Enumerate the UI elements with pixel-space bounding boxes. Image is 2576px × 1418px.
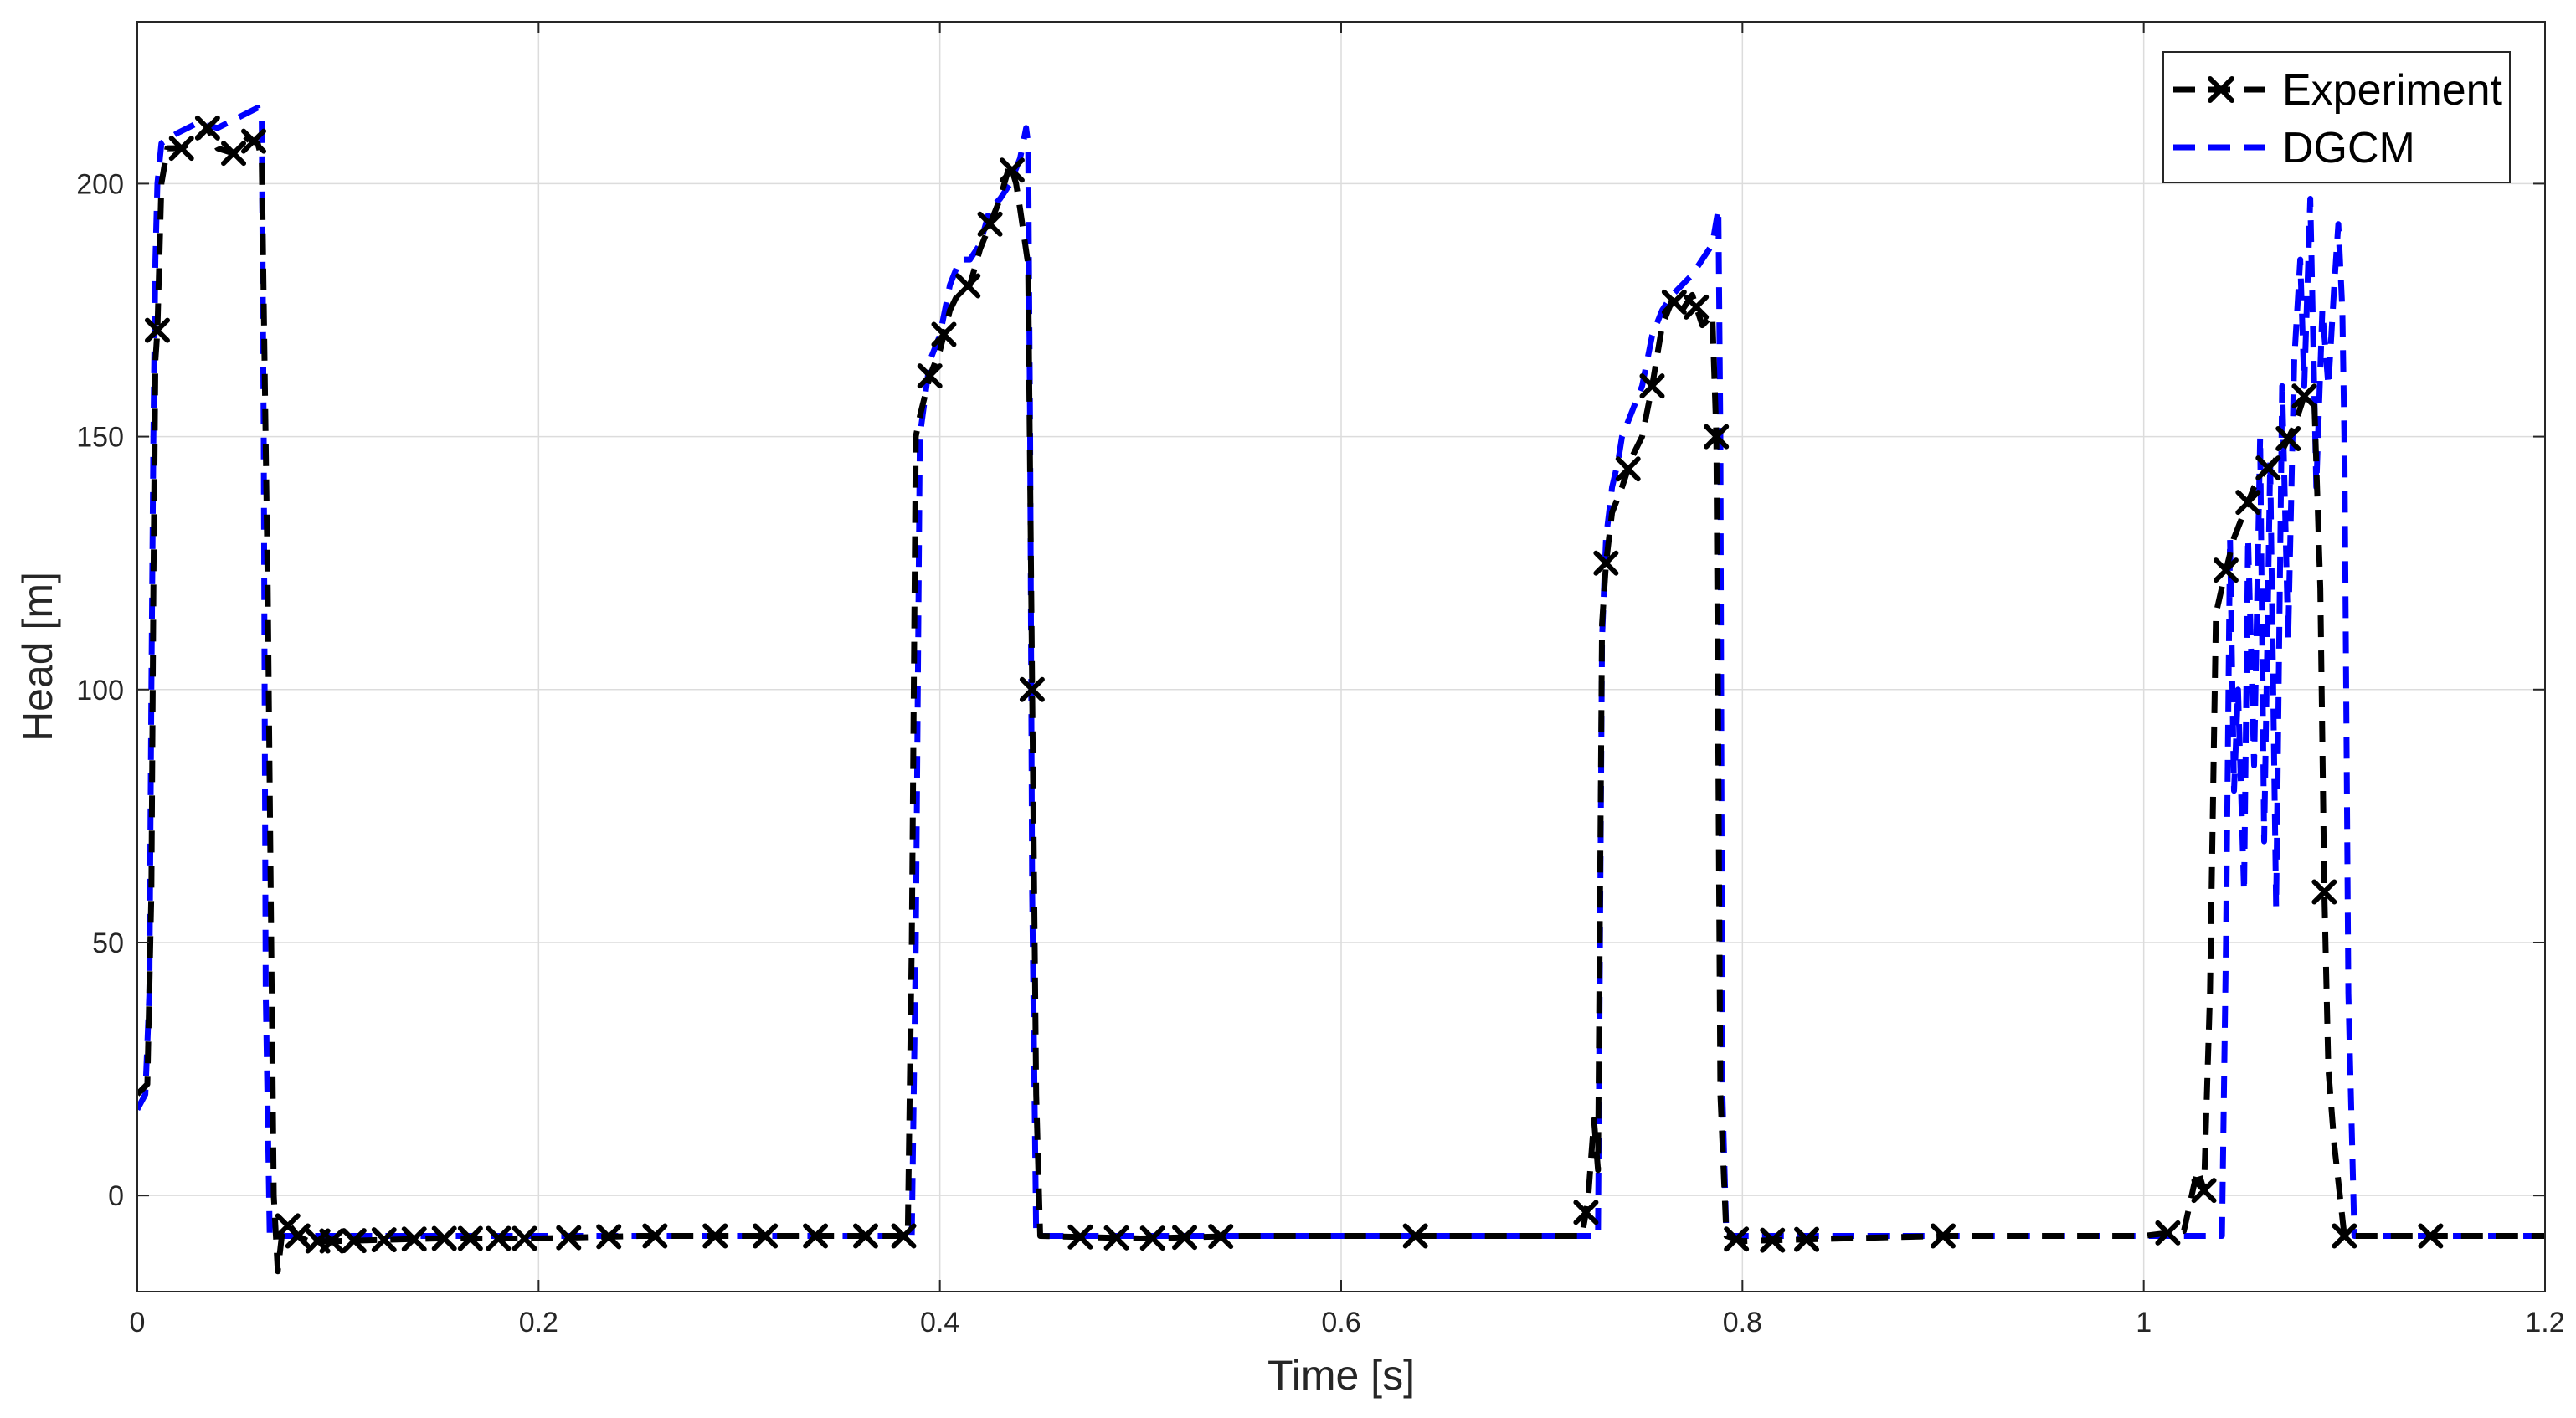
legend: Experiment DGCM [2162, 51, 2511, 183]
experiment-marker [1139, 1225, 1165, 1251]
ticks: 0 0.2 0.4 0.6 0.8 1 1.2 0 50 100 150 200 [76, 22, 2565, 1338]
experiment-marker [1208, 1224, 1234, 1250]
experiment-marker [753, 1223, 779, 1249]
experiment-marker [891, 1223, 917, 1249]
experiment-marker [1573, 1200, 1599, 1225]
x-axis-label: Time [s] [1267, 1352, 1415, 1399]
experiment-marker [2332, 1223, 2357, 1249]
experiment-marker [596, 1224, 622, 1250]
experiment-marker [1402, 1223, 1428, 1249]
experiment-marker [2235, 490, 2261, 516]
experiment-marker [1103, 1225, 1129, 1251]
experiment-marker [1639, 373, 1665, 399]
experiment-marker [642, 1223, 668, 1249]
x-tick-label: 0 [130, 1307, 146, 1338]
experiment-marker [2191, 1178, 2217, 1204]
experiment-marker [702, 1223, 728, 1249]
experiment-marker [241, 128, 267, 154]
experiment-marker [1724, 1226, 1750, 1252]
x-tick-label: 0.6 [1321, 1307, 1360, 1338]
series-line-experiment [137, 125, 2545, 1275]
experiment-marker [977, 211, 1003, 237]
legend-x-marker [2208, 76, 2234, 103]
experiment-marker [1794, 1226, 1820, 1252]
experiment-marker [1172, 1225, 1198, 1251]
y-tick-label: 200 [76, 168, 124, 200]
experiment-marker [319, 1228, 345, 1254]
legend-box [2162, 51, 2511, 183]
experiment-marker [2213, 557, 2239, 583]
experiment-marker [512, 1225, 537, 1251]
experiment-marker [1661, 289, 1687, 315]
experiment-marker [955, 273, 981, 299]
experiment-marker [2311, 879, 2337, 905]
y-axis-label: Head [m] [14, 572, 61, 742]
experiment-marker [401, 1226, 427, 1252]
experiment-marker [2255, 455, 2281, 481]
experiment-marker [556, 1225, 582, 1251]
experiment-marker [1704, 424, 1730, 450]
experiment-marker [2418, 1223, 2444, 1249]
experiment-marker [457, 1225, 483, 1251]
experiment-marker [1593, 550, 1619, 576]
y-tick-label: 50 [92, 927, 124, 959]
experiment-marker [371, 1227, 397, 1253]
experiment-marker [1684, 294, 1710, 320]
experiment-marker [1760, 1227, 1786, 1253]
y-tick-label: 150 [76, 422, 124, 454]
legend-entry-dgcm: DGCM [2282, 124, 2415, 172]
experiment-marker [999, 157, 1025, 183]
x-tick-label: 1.2 [2525, 1307, 2564, 1338]
x-tick-label: 0.2 [519, 1307, 558, 1338]
experiment-marker [1931, 1223, 1956, 1249]
experiment-marker [1019, 676, 1045, 702]
experiment-marker [2275, 426, 2301, 452]
experiment-marker [852, 1223, 878, 1249]
x-tick-label: 0.8 [1723, 1307, 1762, 1338]
experiment-marker [168, 136, 194, 162]
series-layer [137, 105, 2545, 1275]
legend-entry-experiment: Experiment [2282, 66, 2503, 115]
experiment-marker [285, 1223, 311, 1249]
experiment-marker [221, 141, 247, 167]
experiment-marker [1615, 456, 1641, 482]
experiment-marker [486, 1225, 512, 1251]
y-tick-label: 0 [108, 1180, 124, 1212]
experiment-marker [917, 363, 943, 389]
experiment-marker [194, 115, 220, 141]
x-tick-label: 1 [2136, 1307, 2152, 1338]
experiment-marker [2291, 383, 2317, 409]
experiment-marker [144, 317, 170, 343]
y-tick-label: 100 [76, 675, 124, 706]
experiment-marker [341, 1228, 367, 1254]
experiment-marker [931, 321, 957, 347]
experiment-marker [803, 1223, 829, 1249]
experiment-marker [2155, 1220, 2181, 1246]
experiment-markers [144, 115, 2444, 1254]
x-tick-label: 0.4 [920, 1307, 959, 1338]
experiment-marker [1067, 1224, 1093, 1250]
experiment-marker [431, 1225, 457, 1251]
legend-marker-experiment [2208, 76, 2234, 103]
